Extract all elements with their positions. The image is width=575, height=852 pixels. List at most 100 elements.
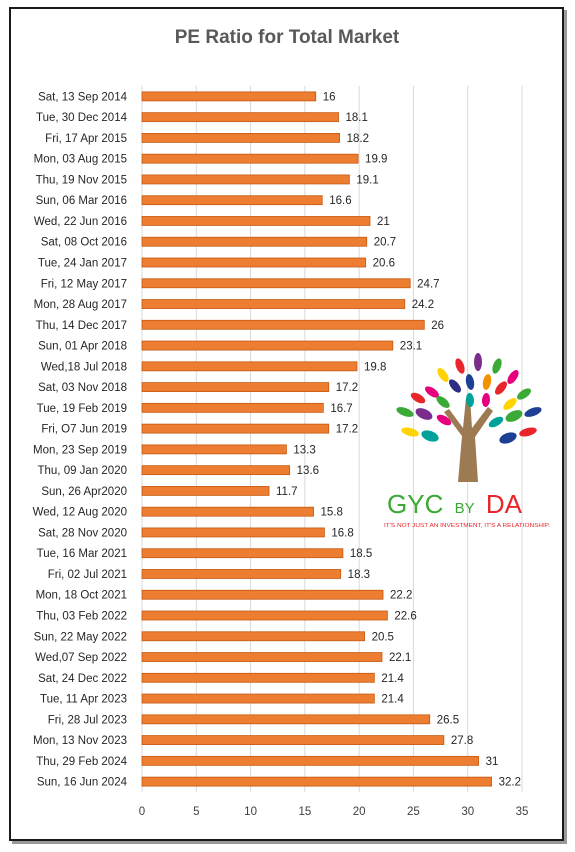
bar (141, 278, 411, 289)
category-label: Sat, 03 Nov 2018 (38, 382, 127, 394)
logo-text-da: DA (486, 489, 523, 519)
bar (141, 319, 425, 330)
x-axis: 0 5 10 15 20 25 30 35 (139, 806, 529, 818)
data-label: 26.5 (437, 714, 459, 726)
x-tick-label: 25 (407, 806, 420, 818)
data-label: 27.8 (451, 735, 473, 747)
data-label: 19.9 (365, 154, 387, 166)
category-label: Thu, 09 Jan 2020 (37, 465, 127, 477)
category-label: Sun, 26 Apr2020 (41, 486, 127, 498)
category-label: Fri, 17 Apr 2015 (45, 133, 127, 145)
bar (141, 340, 394, 351)
category-label: Wed,18 Jul 2018 (41, 361, 127, 373)
bar (141, 486, 270, 496)
bar (141, 506, 314, 517)
data-label: 21 (377, 216, 390, 228)
bar (141, 735, 445, 745)
bar (141, 672, 375, 683)
bar (141, 465, 291, 476)
data-label: 13.6 (297, 465, 319, 477)
bars (141, 91, 493, 787)
bar (141, 755, 479, 766)
data-label: 19.8 (364, 361, 386, 373)
bar (141, 361, 358, 372)
x-tick-label: 35 (516, 806, 529, 818)
data-label: 16 (323, 91, 336, 103)
x-tick-label: 15 (298, 806, 311, 818)
x-tick-label: 30 (461, 806, 474, 818)
category-label: Fri, 02 Jul 2021 (48, 569, 127, 581)
bar (141, 527, 325, 538)
category-label: Thu, 03 Feb 2022 (36, 611, 127, 623)
data-label: 22.1 (389, 652, 411, 664)
category-label: Sun, 16 Jun 2024 (37, 777, 128, 789)
category-label: Thu, 14 Dec 2017 (36, 320, 127, 332)
category-label: Mon, 13 Nov 2023 (33, 735, 127, 747)
data-label: 19.1 (356, 174, 378, 186)
data-label: 20.7 (374, 237, 396, 249)
data-label: 18.3 (348, 569, 370, 581)
data-label: 24.7 (417, 278, 439, 290)
category-label: Sat, 28 Nov 2020 (38, 527, 127, 539)
category-label: Tue, 16 Mar 2021 (37, 548, 127, 560)
data-label: 16.7 (330, 403, 352, 415)
bar (141, 589, 384, 600)
category-label: Mon, 28 Aug 2017 (34, 299, 127, 311)
bar (141, 423, 330, 434)
data-label: 22.2 (390, 590, 412, 602)
bar (141, 610, 388, 621)
category-label: Tue, 24 Jan 2017 (38, 258, 127, 270)
bar (141, 299, 406, 309)
category-label: Sat, 24 Dec 2022 (38, 673, 127, 685)
data-label: 17.2 (336, 382, 358, 394)
category-label: Mon, 03 Aug 2015 (34, 154, 127, 166)
category-label: Sun, 06 Mar 2016 (36, 195, 127, 207)
data-label: 21.4 (381, 694, 404, 706)
data-label: 24.2 (412, 299, 434, 311)
bar (141, 444, 287, 455)
category-label: Thu, 29 Feb 2024 (36, 756, 127, 768)
data-label: 20.6 (373, 258, 395, 270)
chart-title: PE Ratio for Total Market (175, 27, 400, 48)
bar (141, 257, 367, 268)
data-label: 20.5 (372, 631, 394, 643)
bar (141, 569, 342, 579)
category-label: Wed, 22 Jun 2016 (34, 216, 127, 228)
category-label: Mon, 18 Oct 2021 (36, 590, 127, 602)
category-label: Sat, 08 Oct 2016 (41, 237, 127, 249)
bar (141, 631, 365, 642)
category-label: Sun, 22 May 2022 (34, 631, 127, 643)
data-label: 23.1 (400, 341, 422, 353)
category-label: Tue, 19 Feb 2019 (37, 403, 127, 415)
data-label: 22.6 (394, 611, 416, 623)
category-label: Fri, O7 Jun 2019 (41, 424, 127, 436)
data-label: 13.3 (293, 444, 315, 456)
bar (141, 112, 339, 123)
x-tick-label: 5 (193, 806, 199, 818)
x-tick-label: 10 (244, 806, 257, 818)
category-label: Tue, 11 Apr 2023 (40, 694, 127, 706)
bar (141, 402, 324, 413)
data-label: 18.2 (347, 133, 369, 145)
bar (141, 236, 368, 247)
bar (141, 216, 371, 226)
bar (141, 195, 323, 206)
category-label: Mon, 23 Sep 2019 (33, 444, 127, 456)
bar (141, 382, 330, 392)
data-label: 18.1 (346, 112, 368, 124)
logo-text-gyc: GYC (387, 489, 443, 519)
data-label: 26 (431, 320, 444, 332)
tree-logo-icon (396, 353, 542, 482)
bar (141, 548, 344, 559)
data-label: 32.2 (499, 777, 521, 789)
category-label: Tue, 30 Dec 2014 (36, 112, 128, 124)
data-label: 11.7 (276, 486, 298, 498)
bar (141, 153, 359, 164)
category-label: Fri, 28 Jul 2023 (48, 714, 127, 726)
data-label: 31 (486, 756, 499, 768)
logo-tagline: IT'S NOT JUST AN INVESTMENT, IT'S A RELA… (384, 523, 550, 529)
svg-text:GYC BY DA: GYC BY DA (387, 489, 523, 519)
data-label: 21.4 (381, 673, 404, 685)
data-label: 17.2 (336, 424, 358, 436)
bar (141, 133, 341, 143)
